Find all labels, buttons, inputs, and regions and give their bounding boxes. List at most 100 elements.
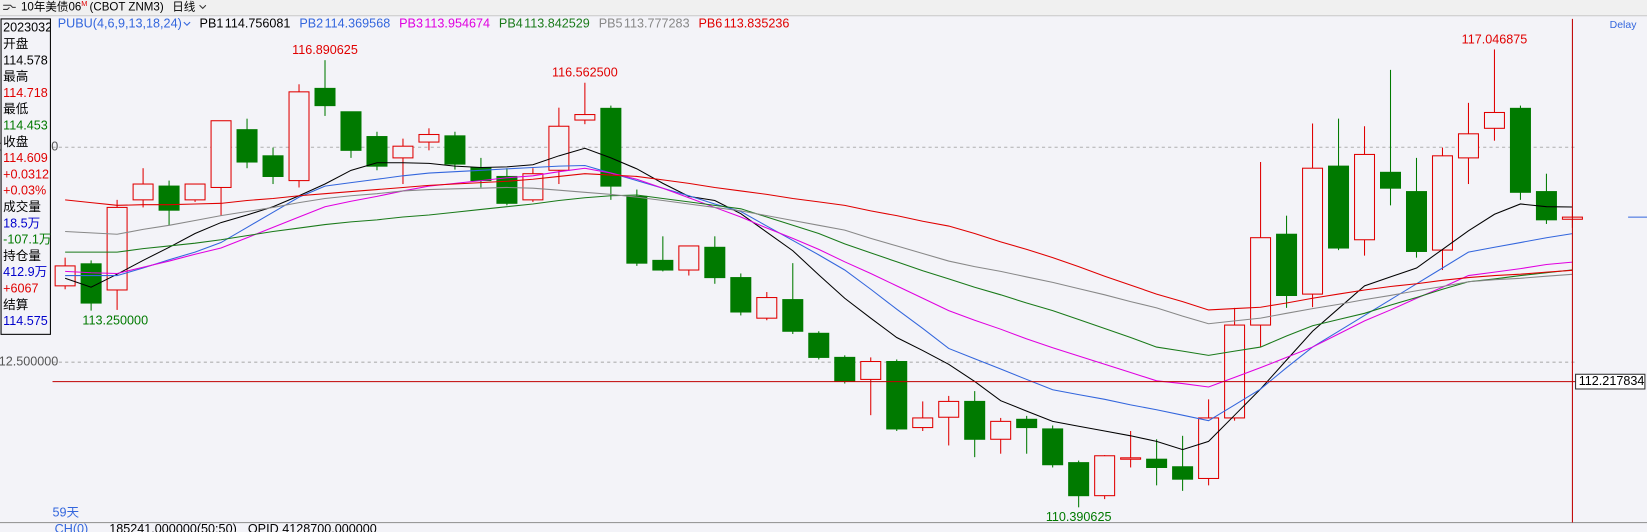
candle-body [418,133,440,143]
legend-name: PB2 [299,17,323,31]
period-select[interactable]: 日线 [172,0,196,13]
info-row: 收盘 [3,134,29,149]
candle-body [600,107,622,187]
candle-body [1016,418,1038,429]
candle-body [106,206,128,291]
info-row: 结算 [3,298,28,312]
candle-body [730,277,752,313]
symbol-code: (CBOT ZNM3) [90,1,164,13]
candle-body [652,259,674,271]
footer-ch: CH(0) [55,522,89,532]
candle-body [704,246,726,279]
info-row: -107.1万 [3,233,51,247]
ma-line [65,173,1573,311]
candle-body [1509,107,1531,193]
legend-name: PB1 [200,17,224,31]
candle-body [210,120,232,188]
info-row: 成交量 [3,199,41,214]
extreme-label: 116.890625 [292,43,358,57]
symbol-flag: M [81,0,87,8]
candle-body [1276,233,1298,297]
indicator-name[interactable]: PUBU(4,6,9,13,18,24) [58,17,182,31]
candle-body [756,297,778,319]
candle-body [1405,191,1427,252]
info-row: +0.0312 [3,167,49,181]
legend-name: PB4 [499,17,523,31]
candle-body [1431,155,1453,251]
candle-body [1483,111,1505,129]
candle-body [1068,462,1090,497]
footer-opid: OPID 4128700.000000 [248,522,377,532]
legend-name: PB5 [599,17,623,31]
dropdown-arrow [199,4,207,10]
candle-body [496,175,518,204]
delay-status: Delay [1610,19,1638,31]
info-row: 114.718 [3,86,48,100]
candle-body [1457,133,1479,159]
info-row: 最高 [3,69,28,84]
candle-body [314,87,336,107]
symbol-name[interactable]: 10年美债06M (CBOT ZNM3) [21,0,164,13]
candle-body [366,136,388,167]
candle-body [1120,457,1142,460]
candle-body [1224,324,1246,419]
candle-body [886,360,908,430]
extreme-label: 113.250000 [82,313,148,327]
candle-body [1094,455,1116,497]
candle-body [1172,466,1194,480]
info-row: +0.03% [3,184,46,198]
info-row: 412.9万 [3,265,47,279]
candle-body [1198,417,1220,479]
cursor-price-label: 112.217834 [1579,374,1645,388]
candle-body [1302,167,1324,295]
legend-value: 113.842529 [524,17,590,31]
info-panel-box [0,18,51,335]
candle-body [782,299,804,332]
info-row: +6067 [3,281,38,295]
candle-body [158,185,180,211]
candle-body [340,111,362,151]
candle-body [1250,237,1272,326]
legend-value: 114.369568 [325,17,391,31]
y-tick-label: 112.500000 [0,355,58,369]
candle-body [1042,428,1064,466]
info-row: 114.453 [3,118,48,132]
candle-body [626,195,648,264]
symbol: 10年美债06 [21,0,81,13]
legend-value: 113.954674 [424,17,490,31]
legend-name: PB6 [699,17,723,31]
indicator-arrow [183,21,191,26]
candle-body [1354,153,1376,241]
info-row: 最低 [3,102,29,116]
legend-value: 113.777283 [624,17,690,31]
candle-body [990,420,1012,440]
candle-body [132,183,154,201]
footer-ch-value: 185241.000000(50:50) [109,522,237,532]
candle-body [938,400,960,418]
ma-line [65,164,1573,422]
top-bar [0,0,1647,16]
candle-body [1146,458,1168,468]
days-label: 59天 [53,505,80,519]
extreme-label: 110.390625 [1046,510,1112,524]
info-row: 20230329 [3,21,59,35]
candle-body [574,114,596,121]
icon-shape [3,4,16,10]
extreme-label: 116.562500 [552,66,618,80]
ma-line [65,194,1573,356]
candle-body [912,417,934,429]
candle-body [184,183,206,201]
info-row: 持仓量 [3,249,41,263]
app-icon[interactable] [3,4,16,10]
info-row: 开盘 [3,36,29,51]
info-row: 114.609 [3,151,48,165]
candle-body [236,129,258,163]
extreme-label: 117.046875 [1462,32,1528,46]
legend-value: 114.756081 [225,17,291,31]
info-row: 114.575 [3,314,48,328]
